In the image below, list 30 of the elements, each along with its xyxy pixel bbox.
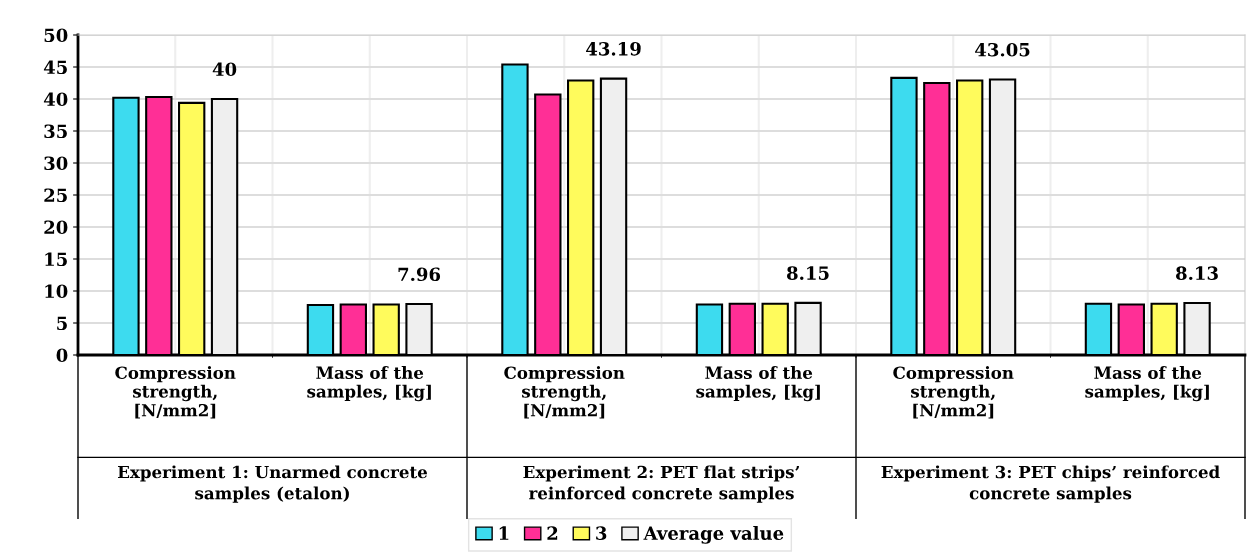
- x-tick-label: Mass of the samples, [kg]: [696, 366, 820, 402]
- data-label: 8.15: [787, 266, 829, 280]
- data-label: 40: [212, 62, 237, 77]
- text: Experiment 1: Unarmed concrete samples (etalon): [118, 465, 428, 503]
- x-tick-label: Compression strength, [N/mm2]: [115, 366, 236, 419]
- y-tick-label: 40: [43, 92, 68, 107]
- y-tick-label: 30: [44, 156, 68, 171]
- y-tick-label: 20: [44, 220, 68, 235]
- y-tick-label: 25: [44, 188, 67, 203]
- legend-label: 1: [499, 526, 509, 540]
- y-tick-label: 0: [56, 348, 68, 363]
- x-tick-label: Mass of the samples, [kg]: [1085, 366, 1209, 402]
- y-tick-label: 15: [45, 252, 67, 267]
- data-label: 43.05: [975, 42, 1030, 57]
- data-label: 7.96: [398, 267, 441, 282]
- legend-label: 2: [547, 526, 558, 540]
- x-tick-label: Compression strength, [N/mm2]: [893, 366, 1014, 419]
- y-tick-label: 50: [44, 28, 68, 43]
- x-tick-label: Compression strength, [N/mm2]: [504, 366, 625, 419]
- legend-label: 3: [596, 526, 607, 540]
- y-tick-label: 35: [44, 124, 67, 139]
- data-label: 8.13: [1176, 266, 1218, 281]
- y-tick-label: 10: [45, 284, 68, 299]
- x-tick-label: Mass of the samples, [kg]: [307, 366, 431, 402]
- y-tick-label: 45: [43, 60, 67, 75]
- y-tick-label: 5: [57, 316, 67, 331]
- text: Experiment 2: PET flat strips’ reinforced concrete samples: [523, 465, 800, 503]
- text: Experiment 3: PET chips’ reinforced concrete samples: [881, 465, 1220, 503]
- legend-label: Average value: [643, 526, 784, 544]
- data-label: 43.19: [586, 41, 641, 56]
